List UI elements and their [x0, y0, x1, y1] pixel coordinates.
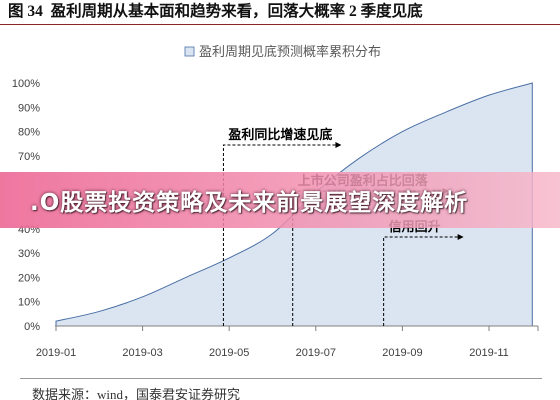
title-rule	[0, 24, 560, 25]
y-tick-label: 30%	[18, 248, 40, 260]
x-tick-label: 2019-09	[382, 347, 422, 359]
x-tick-label: 2019-11	[469, 347, 509, 359]
x-tick-label: 2019-05	[209, 347, 249, 359]
y-axis: 0%10%20%30%40%70%80%90%100%	[12, 78, 40, 333]
figure-title: 图 34 盈利周期从基本面和趋势来看，回落大概率 2 季度见底	[8, 3, 423, 20]
legend-label: 盈利周期见底预测概率累积分布	[199, 44, 381, 59]
x-tick-label: 2019-07	[296, 347, 336, 359]
y-tick-label: 20%	[18, 272, 40, 284]
annotation-arrowhead	[335, 142, 342, 148]
annotation-dashed-line	[222, 144, 336, 326]
y-tick-label: 70%	[18, 151, 40, 163]
annotation-label: 盈利同比增速见底	[227, 127, 332, 142]
banner-text: .O股票投资策略及未来前景展望深度解析	[30, 190, 469, 216]
y-tick-label: 90%	[18, 102, 40, 114]
data-source: 数据来源：wind，国泰君安证券研究	[32, 387, 241, 400]
y-tick-label: 10%	[18, 297, 40, 309]
y-tick-label: 100%	[12, 78, 40, 90]
x-tick-label: 2019-01	[36, 347, 76, 359]
annotation-arrowhead	[457, 234, 464, 240]
y-tick-label: 80%	[18, 127, 40, 139]
legend-swatch	[184, 46, 195, 57]
overlay-banner: .O股票投资策略及未来前景展望深度解析	[0, 172, 560, 228]
source-rule	[20, 378, 542, 379]
y-tick-label: 0%	[24, 321, 40, 333]
annotation: 盈利同比增速见底	[222, 127, 342, 326]
legend: 盈利周期见底预测概率累积分布	[184, 44, 381, 59]
x-tick-label: 2019-03	[122, 347, 162, 359]
x-axis: 2019-01 2019-03 2019-05 2019-07 2019-09 2019-…	[36, 325, 539, 359]
